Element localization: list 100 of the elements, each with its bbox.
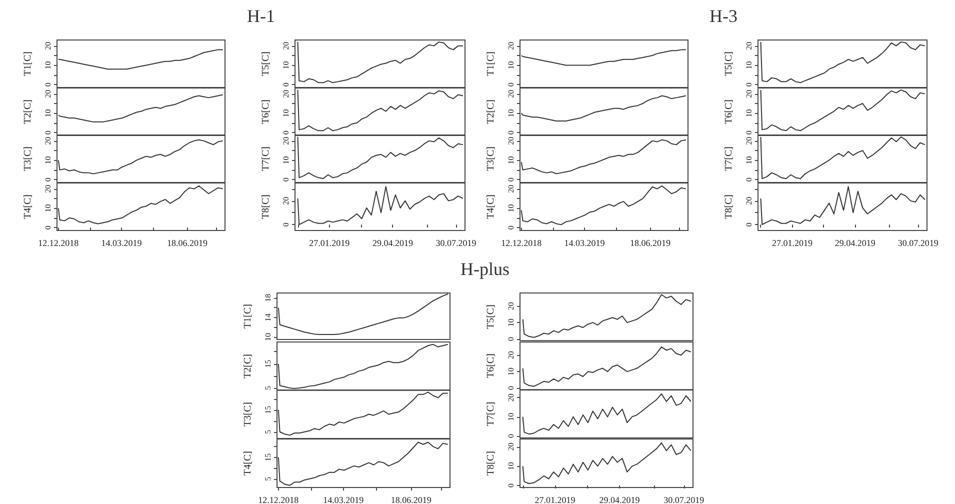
x-tick-label: 18.06.2019: [630, 238, 672, 248]
y-axis-title: T2[C]: [22, 99, 34, 124]
y-tick-label: 10: [282, 156, 290, 164]
y-tick-label: 0: [506, 178, 516, 182]
x-tick-label: 18.06.2019: [167, 238, 208, 248]
line-series: [297, 88, 464, 131]
x-tick-label: 27.01.2019: [309, 238, 350, 248]
y-tick-label: 10: [44, 204, 52, 212]
y-axis-title: T5[C]: [486, 304, 496, 330]
y-tick-label: 10: [506, 318, 516, 327]
y-tick-label: 10: [282, 108, 290, 117]
y-tick-label: 0: [282, 82, 290, 87]
y-axis-title: T6[C]: [486, 353, 496, 378]
x-tick-label: 27.01.2019: [534, 494, 576, 504]
y-axis-title: T7[C]: [724, 146, 734, 171]
y-tick-label: 20: [506, 442, 516, 450]
y-tick-label: 20: [282, 136, 290, 145]
y-tick-label: 0: [506, 483, 516, 488]
y-tick-label: 20: [282, 89, 290, 98]
y-tick-label: 0: [44, 82, 52, 87]
line-series: [297, 41, 464, 84]
y-tick-label: 20: [282, 42, 290, 50]
y-tick-label: 10: [44, 156, 52, 164]
line-series: [58, 94, 224, 122]
x-tick-label: 14.03.2019: [564, 238, 606, 248]
x-tick-label: 29.04.2019: [372, 238, 414, 248]
y-tick-label: 0: [282, 178, 290, 182]
y-tick-label: 0: [506, 434, 516, 438]
line-series: [278, 392, 448, 436]
y-tick-label: 10: [44, 61, 52, 70]
y-tick-label: 20: [506, 42, 516, 50]
y-axis-title: T4[C]: [22, 194, 34, 218]
line-series: [522, 393, 692, 435]
line-series: [522, 294, 692, 338]
y-tick-label: 10: [744, 61, 754, 70]
y-tick-label: 0: [506, 337, 516, 341]
y-axis-title: T3[C]: [486, 146, 496, 171]
y-tick-label: 10: [264, 333, 272, 341]
y-tick-label: 20: [506, 350, 516, 359]
x-tick-label: 14.03.2019: [323, 494, 364, 504]
line-series: [522, 442, 692, 484]
y-tick-label: 0: [282, 222, 290, 226]
y-axis-title: T5[C]: [260, 52, 272, 76]
line-series: [297, 136, 464, 180]
line-series: [520, 49, 686, 66]
line-series: [760, 186, 926, 225]
line-series: [58, 49, 224, 70]
y-tick-label: 20: [282, 196, 290, 204]
y-axis-title: T7[C]: [260, 146, 272, 171]
y-tick-label: 5: [264, 386, 272, 390]
y-axis-title: T1[C]: [22, 52, 34, 76]
y-axis-title: T1[C]: [242, 304, 254, 328]
y-tick-label: 10: [744, 108, 754, 117]
line-series: [760, 136, 926, 180]
x-tick-label: 29.04.2019: [834, 238, 876, 248]
y-tick-label: 10: [44, 108, 52, 117]
y-tick-label: 20: [44, 42, 52, 50]
x-tick-label: 12.12.2018: [501, 238, 542, 248]
x-tick-label: 14.03.2019: [101, 238, 142, 248]
y-tick-label: 20: [506, 394, 516, 402]
y-tick-label: 15: [264, 452, 272, 461]
y-tick-label: 5: [264, 430, 272, 434]
y-tick-label: 20: [506, 89, 516, 98]
y-tick-label: 10: [744, 156, 754, 164]
x-tick-label: 30.07.2019: [436, 238, 477, 248]
x-tick-label: 27.01.2019: [772, 238, 813, 248]
y-tick-label: 0: [744, 222, 754, 226]
y-tick-label: 0: [506, 82, 516, 87]
y-tick-label: 0: [44, 130, 52, 134]
line-series: [278, 441, 448, 486]
y-tick-label: 20: [744, 136, 754, 145]
y-tick-label: 10: [506, 108, 516, 117]
line-series: [520, 184, 686, 225]
line-series: [520, 139, 686, 174]
y-tick-label: 10: [282, 61, 290, 70]
line-series: [297, 186, 464, 225]
y-tick-label: 10: [506, 412, 516, 421]
y-tick-label: 10: [506, 61, 516, 70]
y-tick-label: 20: [506, 136, 516, 145]
y-axis-title: T5[C]: [724, 52, 734, 76]
x-tick-label: 29.04.2019: [599, 494, 640, 504]
y-axis-title: T4[C]: [242, 450, 254, 475]
y-axis-title: T8[C]: [486, 450, 496, 475]
y-axis-title: T2[C]: [242, 353, 254, 378]
y-axis-title: T6[C]: [724, 99, 734, 124]
y-axis-title: T8[C]: [260, 194, 272, 218]
y-tick-label: 20: [44, 89, 52, 98]
y-tick-label: 20: [506, 184, 516, 192]
line-series: [520, 94, 686, 121]
y-tick-label: 0: [744, 178, 754, 182]
y-tick-label: 0: [506, 386, 516, 390]
y-tick-label: 0: [744, 82, 754, 87]
x-tick-label: 12.12.2018: [258, 494, 300, 504]
x-tick-label: 18.06.2019: [390, 494, 432, 504]
x-tick-label: 12.12.2018: [38, 238, 80, 248]
line-series: [522, 346, 692, 386]
y-tick-label: 10: [506, 367, 516, 376]
line-series: [58, 139, 224, 174]
y-tick-label: 0: [44, 225, 52, 230]
y-axis-title: T3[C]: [22, 146, 34, 171]
